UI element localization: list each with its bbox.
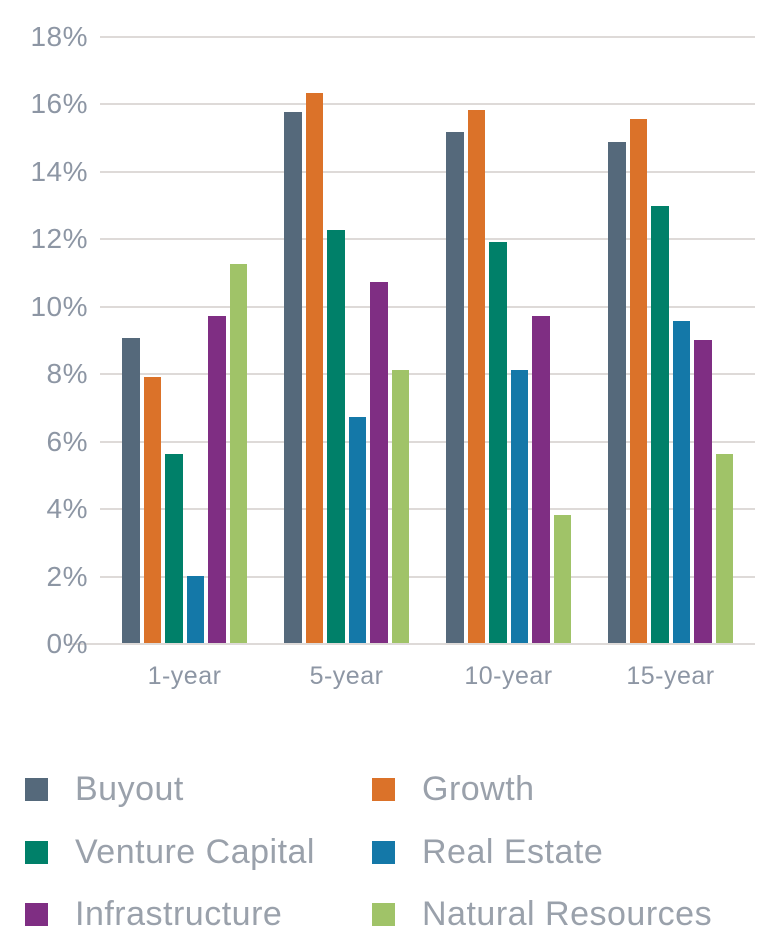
legend-item-venture-capital: Venture Capital (25, 832, 315, 871)
bar-natural-resources-10-year (553, 514, 571, 643)
legend-swatch-icon (372, 777, 395, 801)
legend-item-real-estate: Real Estate (372, 832, 604, 871)
x-axis-label: 15-year (626, 662, 715, 690)
legend-label: Real Estate (422, 832, 604, 871)
legend-item-infrastructure: Infrastructure (25, 894, 283, 933)
y-tick-label: 6% (46, 425, 88, 457)
x-axis-label: 10-year (464, 662, 553, 690)
bar-infrastructure-1-year (208, 315, 226, 643)
bar-growth-10-year (467, 110, 485, 643)
bar-real-estate-15-year (672, 320, 690, 643)
bar-growth-1-year (143, 376, 161, 643)
bar-venture-capital-1-year (165, 454, 183, 643)
bar-buyout-15-year (608, 142, 626, 643)
y-tick-label: 16% (30, 88, 88, 120)
bar-growth-5-year (305, 93, 323, 643)
bar-growth-15-year (629, 118, 647, 643)
y-tick-label: 18% (30, 21, 88, 52)
legend-label: Growth (422, 769, 535, 808)
gridline (100, 440, 755, 443)
legend-swatch-icon (25, 840, 48, 864)
gridline (100, 103, 755, 106)
gridline (100, 170, 755, 173)
legend-swatch-icon (372, 840, 395, 864)
legend-item-buyout: Buyout (25, 769, 184, 808)
bar-infrastructure-10-year (532, 315, 550, 643)
y-tick-label: 12% (30, 223, 88, 255)
gridline (100, 238, 755, 241)
bar-natural-resources-5-year (391, 369, 409, 643)
legend-swatch-icon (25, 902, 48, 926)
legend-swatch-icon (25, 777, 48, 801)
bar-infrastructure-5-year (370, 282, 388, 643)
legend-label: Buyout (75, 769, 184, 808)
gridline (100, 36, 755, 38)
y-tick-label: 8% (46, 358, 88, 390)
gridline (100, 575, 755, 578)
gridline (100, 508, 755, 511)
legend-label: Venture Capital (75, 832, 315, 871)
legend-item-natural-resources: Natural Resources (372, 894, 713, 933)
bar-buyout-5-year (284, 111, 302, 643)
bar-venture-capital-15-year (651, 206, 669, 643)
y-tick-label: 0% (46, 628, 88, 659)
grouped-bar-chart: 18% 16% 14% 12% 10% 8% 6% 4% 2% 0% 1-year 5-year 10-… (30, 21, 755, 690)
y-tick-label: 14% (30, 155, 88, 187)
bar-natural-resources-1-year (229, 263, 247, 643)
bar-real-estate-10-year (510, 369, 528, 643)
y-tick-label: 10% (30, 290, 88, 322)
legend-item-growth: Growth (372, 769, 535, 808)
bar-venture-capital-5-year (327, 229, 345, 643)
gridline (100, 373, 755, 376)
legend-swatch-icon (372, 902, 395, 926)
bar-real-estate-1-year (186, 575, 204, 643)
bar-venture-capital-10-year (489, 241, 507, 643)
bar-infrastructure-15-year (694, 339, 712, 643)
legend-label: Infrastructure (75, 894, 283, 933)
gridline (100, 305, 755, 308)
bar-real-estate-5-year (348, 417, 366, 643)
bar-natural-resources-15-year (715, 454, 733, 643)
bar-buyout-10-year (446, 132, 464, 643)
legend-label: Natural Resources (422, 894, 713, 933)
y-tick-label: 4% (46, 493, 88, 525)
bar-buyout-1-year (122, 337, 140, 643)
x-axis-label: 1-year (147, 662, 222, 690)
x-axis-label: 5-year (309, 662, 384, 690)
y-tick-label: 2% (46, 560, 88, 592)
x-axis-baseline (68, 643, 755, 645)
